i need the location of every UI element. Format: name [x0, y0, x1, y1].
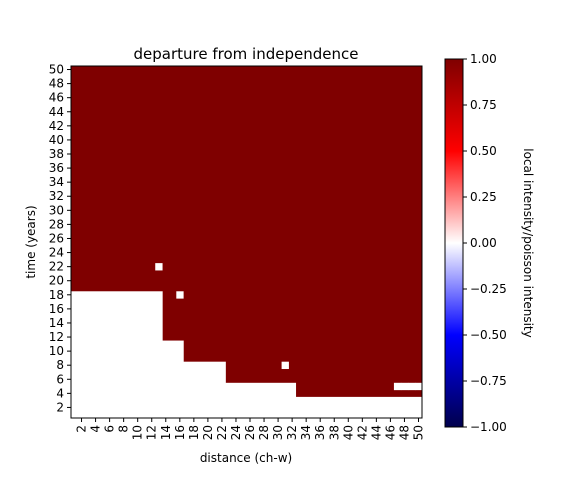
x-tick-label: 30 [271, 425, 285, 440]
x-axis-ticks: 2 4 6 8 10 12 14 16 18 20 22 24 26 28 30 32 34 36 38 40 42 44… [75, 418, 425, 440]
x-tick-label: 48 [397, 425, 411, 440]
y-tick-label: 38 [49, 147, 64, 161]
heatmap-low-region [162, 340, 184, 418]
heatmap-cell [155, 263, 163, 271]
heatmap-low-region [183, 361, 226, 418]
y-tick-label: 28 [49, 217, 64, 231]
x-tick-label: 12 [145, 425, 159, 440]
colorbar-tick-label: 1.00 [470, 52, 497, 66]
y-tick-label: 40 [49, 133, 64, 147]
y-tick-label: 36 [49, 161, 64, 175]
x-axis-label: distance (ch-w) [200, 451, 292, 465]
colorbar-tick-label: 0.75 [470, 98, 497, 112]
y-tick-label: 24 [49, 246, 64, 260]
y-tick-label: 48 [49, 77, 64, 91]
y-tick-label: 50 [49, 63, 64, 77]
x-tick-label: 8 [117, 425, 131, 433]
y-tick-label: 22 [49, 260, 64, 274]
colorbar-tick-label: 0.25 [470, 190, 497, 204]
colorbar-label: local intensity/poisson intensity [521, 148, 535, 337]
y-tick-label: 8 [56, 358, 64, 372]
y-tick-label: 46 [49, 91, 64, 105]
heatmap-cells [71, 66, 423, 418]
y-tick-label: 14 [49, 316, 64, 330]
colorbar-tick-label: −0.50 [470, 328, 507, 342]
heatmap-cell [400, 382, 409, 391]
colorbar-tick-label: 0.50 [470, 144, 497, 158]
x-tick-label: 40 [341, 425, 355, 440]
colorbar-tick-label: −0.75 [470, 374, 507, 388]
x-tick-label: 22 [215, 425, 229, 440]
y-tick-label: 34 [49, 175, 64, 189]
x-tick-label: 2 [75, 425, 89, 433]
heatmap-low-region [225, 382, 297, 418]
chart-title: departure from independence [134, 45, 359, 63]
x-tick-label: 10 [131, 425, 145, 440]
heatmap-cell [407, 382, 416, 391]
y-tick-label: 32 [49, 189, 64, 203]
heatmap-low-region [295, 396, 423, 418]
x-tick-label: 24 [229, 425, 243, 440]
x-tick-label: 50 [411, 425, 425, 440]
x-tick-label: 46 [383, 425, 397, 440]
y-tick-label: 16 [49, 302, 64, 316]
y-tick-label: 4 [56, 386, 64, 400]
y-axis-ticks: 2468101214161820222426283032343638404244… [49, 63, 71, 414]
y-tick-label: 26 [49, 231, 64, 245]
x-tick-label: 6 [103, 425, 117, 433]
y-tick-label: 12 [49, 330, 64, 344]
y-axis-label: time (years) [24, 205, 38, 278]
x-tick-label: 14 [159, 425, 173, 440]
y-tick-label: 44 [49, 105, 64, 119]
y-tick-label: 10 [49, 344, 64, 358]
heatmap-cell [281, 361, 289, 370]
x-tick-label: 44 [369, 425, 383, 440]
colorbar-tick-label: 0.00 [470, 236, 497, 250]
x-tick-label: 18 [187, 425, 201, 440]
x-tick-label: 28 [257, 425, 271, 440]
heatmap-low-region [71, 291, 163, 418]
y-tick-label: 20 [49, 274, 64, 288]
x-tick-label: 34 [299, 425, 313, 440]
colorbar [444, 58, 464, 428]
y-tick-label: 42 [49, 119, 64, 133]
y-tick-label: 6 [56, 372, 64, 386]
heatmap-cell [176, 291, 184, 299]
x-tick-label: 38 [327, 425, 341, 440]
x-tick-label: 26 [243, 425, 257, 440]
heatmap-cell [393, 382, 402, 391]
colorbar-tick-label: −1.00 [470, 420, 507, 434]
colorbar-tick-label: −0.25 [470, 282, 507, 296]
y-tick-label: 2 [56, 400, 64, 414]
x-tick-label: 42 [355, 425, 369, 440]
x-tick-label: 20 [201, 425, 215, 440]
heatmap-cell [414, 382, 423, 391]
x-tick-label: 32 [285, 425, 299, 440]
x-tick-label: 4 [89, 425, 103, 433]
colorbar-ticks: 1.00 0.75 0.50 0.25 0.00 −0.25 −0.50 −0.75 −1.00 [463, 52, 507, 434]
x-tick-label: 36 [313, 425, 327, 440]
y-tick-label: 30 [49, 203, 64, 217]
y-tick-label: 18 [49, 288, 64, 302]
plot-frame [70, 65, 423, 419]
x-tick-label: 16 [173, 425, 187, 440]
